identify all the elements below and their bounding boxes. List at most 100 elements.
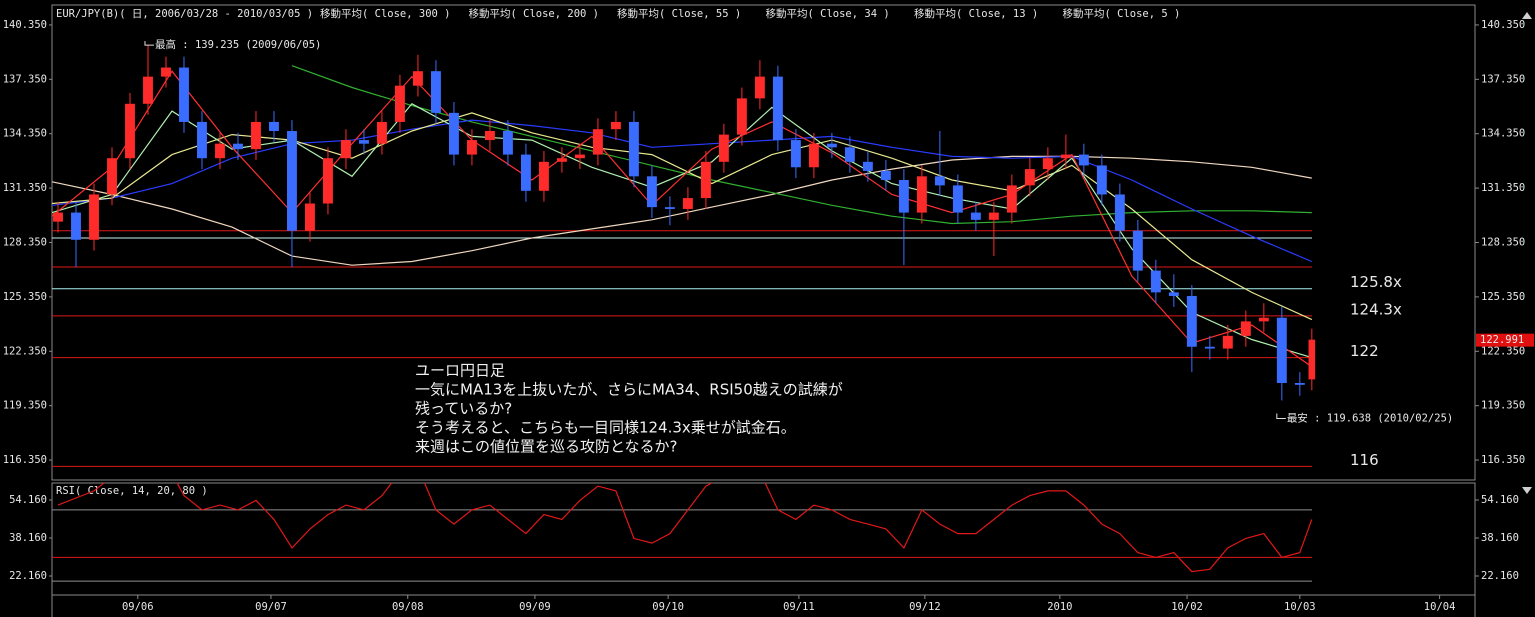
candle-body <box>970 212 981 220</box>
comment-line: 一気にMA13を上抜いたが、さらにMA34、RSI50越えの試練が <box>415 381 843 399</box>
candle-body <box>916 176 927 213</box>
y-tick-label: 22.160 <box>1481 570 1519 582</box>
level-label: 125.8x <box>1350 273 1402 291</box>
y-tick-label: 122.350 <box>1481 345 1525 357</box>
y-tick-label: 131.350 <box>3 182 47 194</box>
y-tick-label: 137.350 <box>3 73 47 85</box>
candle-body <box>125 103 135 159</box>
main-frame <box>51 4 1476 481</box>
rsi-title: RSI( Close, 14, 20, 80 ) <box>56 485 208 497</box>
legend-entry: 移動平均( Close, 34 ) <box>766 7 890 20</box>
legend-entry: 移動平均( Close, 300 ) <box>320 7 451 20</box>
last-price-box <box>1476 333 1534 347</box>
candle-body <box>215 143 225 159</box>
candle-body <box>1078 154 1089 166</box>
scroll-button[interactable] <box>1522 12 1532 19</box>
x-tick-label: 09/10 <box>652 601 684 613</box>
x-tick-label: 09/08 <box>392 601 424 613</box>
moving-average <box>291 65 1312 225</box>
legend-entry: 移動平均( Close, 13 ) <box>914 7 1038 20</box>
candle-body <box>323 158 333 204</box>
y-tick-label: 116.350 <box>3 454 47 466</box>
candle-body <box>934 176 945 186</box>
candle-body <box>520 154 531 191</box>
candle-body <box>1186 295 1197 347</box>
candle-body <box>1258 317 1269 322</box>
last-price-label: 122.991 <box>1480 334 1524 346</box>
candle-body <box>412 71 423 86</box>
level-label: 122 <box>1350 342 1379 360</box>
annotation-pointer <box>1276 413 1286 419</box>
y-tick-label: 134.350 <box>3 128 47 140</box>
candle-body <box>377 121 387 144</box>
y-tick-label: 38.160 <box>9 532 47 544</box>
candle-body <box>1006 185 1017 213</box>
candle-body <box>53 212 63 222</box>
candle-body <box>898 179 909 213</box>
candle-body <box>1294 383 1305 385</box>
candle-body <box>718 134 729 162</box>
candle-body <box>484 131 495 141</box>
candle-body <box>1308 339 1316 380</box>
candle-body <box>736 98 747 135</box>
annotation: 最高 : 139.235 (2009/06/05) <box>155 38 321 51</box>
candle-body <box>161 67 171 77</box>
candle-body <box>251 121 261 150</box>
chart-title: EUR/JPY(B)( 日, 2006/03/28 - 2010/03/05 ) <box>56 8 313 20</box>
annotation: 最安 : 119.638 (2010/02/25) <box>1287 411 1453 424</box>
candle-body <box>1204 346 1215 349</box>
scroll-button[interactable] <box>1522 487 1532 494</box>
candle-body <box>430 71 441 113</box>
y-tick-label: 140.350 <box>3 19 47 31</box>
candle-body <box>790 140 801 168</box>
rsi-line <box>57 483 1313 573</box>
x-tick-label: 10/02 <box>1171 601 1203 613</box>
candle-body <box>1168 292 1179 296</box>
candle-body <box>1132 230 1143 271</box>
y-tick-label: 54.160 <box>9 494 47 506</box>
candle-body <box>71 212 81 240</box>
x-tick-label: 09/06 <box>122 601 154 613</box>
candle-body <box>287 131 297 231</box>
x-tick-label: 09/12 <box>909 601 941 613</box>
candle-body <box>359 140 369 144</box>
y-tick-label: 38.160 <box>1481 532 1519 544</box>
candle-body <box>269 121 279 132</box>
candle-body <box>682 198 693 209</box>
moving-average <box>52 119 1313 263</box>
candle-body <box>826 143 837 148</box>
candle-body <box>1150 270 1161 293</box>
candle-body <box>1096 165 1107 195</box>
candle-body <box>646 176 657 208</box>
candle-body <box>862 161 873 171</box>
candle-body <box>592 129 603 155</box>
candle-body <box>1114 194 1125 231</box>
y-tick-label: 22.160 <box>9 570 47 582</box>
y-tick-label: 125.350 <box>3 291 47 303</box>
candle-body <box>844 147 855 162</box>
candle-body <box>1024 169 1035 186</box>
moving-average <box>52 70 1313 368</box>
candle-body <box>1240 321 1251 336</box>
x-tick-label: 09/11 <box>783 601 815 613</box>
y-tick-label: 122.350 <box>3 345 47 357</box>
candle-body <box>466 140 477 155</box>
candle-body <box>556 158 567 162</box>
candle-body <box>107 158 117 195</box>
y-tick-label: 116.350 <box>1481 454 1525 466</box>
candle-body <box>395 85 405 122</box>
candle-body <box>448 112 459 155</box>
candle-body <box>628 121 639 177</box>
plot-area <box>52 483 1313 582</box>
rsi-frame <box>51 482 1476 596</box>
candle-body <box>988 212 999 220</box>
candle-body <box>197 121 207 159</box>
y-tick-label: 137.350 <box>1481 73 1525 85</box>
candle-body <box>233 143 243 150</box>
y-tick-label: 54.160 <box>1481 494 1519 506</box>
comment-line: ユーロ円日足 <box>415 362 505 380</box>
candle-body <box>1042 158 1053 170</box>
y-tick-label: 140.350 <box>1481 19 1525 31</box>
candle-body <box>1276 317 1287 384</box>
